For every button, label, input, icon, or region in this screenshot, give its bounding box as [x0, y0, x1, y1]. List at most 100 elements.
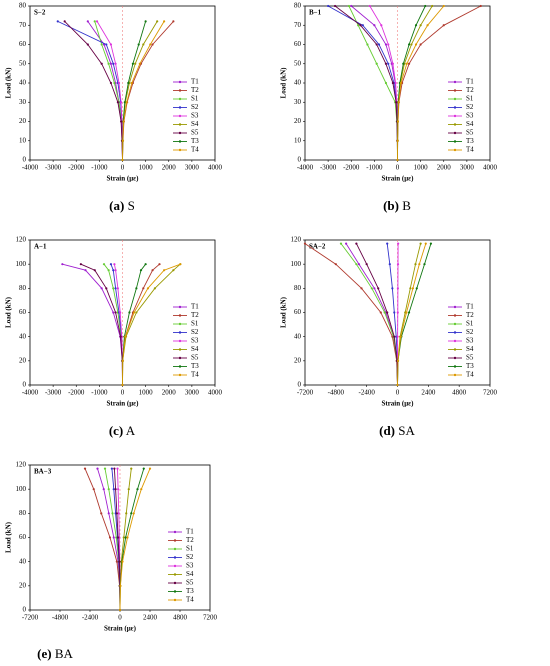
- caption-text: B: [402, 198, 411, 213]
- data-point: [149, 43, 152, 46]
- data-point: [132, 311, 136, 314]
- legend-marker: [453, 373, 457, 377]
- data-point: [395, 101, 398, 104]
- data-point: [334, 263, 337, 266]
- data-point: [114, 269, 117, 272]
- legend-label: T2: [191, 311, 199, 319]
- data-point: [105, 287, 108, 290]
- data-point: [384, 81, 388, 85]
- data-point: [419, 242, 422, 245]
- data-point: [370, 287, 373, 290]
- data-point: [115, 512, 118, 515]
- legend-marker: [453, 365, 457, 368]
- legend-label: T3: [466, 137, 474, 145]
- caption-tag: (a): [109, 198, 124, 213]
- y-tick-label: 100: [291, 260, 302, 268]
- data-point: [111, 512, 114, 515]
- y-tick-label: 40: [19, 79, 27, 87]
- subchart: -4000 -3000 -2000 -1000 0 1000 2000 3000 4000 0 10…: [280, 2, 498, 213]
- legend-marker: [453, 114, 457, 118]
- legend-marker: [178, 131, 182, 135]
- data-point: [360, 287, 363, 290]
- data-point: [148, 467, 152, 470]
- legend-marker: [173, 556, 177, 559]
- legend-marker: [453, 123, 457, 126]
- legend-marker: [173, 573, 177, 576]
- legend-marker: [453, 314, 457, 317]
- legend-label: S4: [466, 120, 474, 128]
- data-point: [92, 488, 95, 491]
- y-tick-label: 20: [19, 356, 27, 364]
- data-point: [130, 512, 133, 515]
- data-point: [361, 24, 364, 27]
- legend-label: S1: [466, 320, 474, 328]
- data-point: [112, 269, 115, 272]
- data-point: [368, 4, 371, 8]
- data-point: [117, 488, 120, 491]
- caption-tag: (b): [383, 198, 399, 213]
- data-point: [384, 43, 388, 46]
- data-point: [130, 81, 133, 85]
- data-point: [379, 311, 382, 314]
- data-point: [112, 536, 115, 539]
- data-point: [117, 81, 121, 85]
- data-point: [84, 269, 87, 272]
- data-point: [355, 242, 358, 245]
- x-tick-label: 2000: [162, 164, 177, 172]
- subchart: -7200 -4800 -2400 0 2400 4800 7200 0 20 40 60 80 100…: [280, 236, 498, 438]
- x-tick-label: 1000: [414, 164, 429, 172]
- y-tick-label: 80: [294, 284, 302, 292]
- data-point: [303, 242, 307, 245]
- data-point: [122, 536, 125, 539]
- caption: (a) S: [109, 198, 135, 213]
- data-point: [127, 81, 130, 85]
- data-point: [103, 467, 107, 470]
- subchart: -4000 -3000 -2000 -1000 0 1000 2000 3000 4000 0 20…: [5, 236, 223, 438]
- data-point: [418, 263, 421, 266]
- series-line: [122, 21, 165, 161]
- data-point: [108, 536, 112, 539]
- data-point: [83, 467, 87, 470]
- legend-marker: [453, 322, 457, 326]
- x-tick-label: -7200: [297, 389, 314, 397]
- data-point: [365, 263, 368, 266]
- legend-marker: [453, 140, 457, 143]
- data-point: [109, 81, 113, 85]
- x-tick-label: -1000: [91, 389, 108, 397]
- data-point: [100, 287, 103, 290]
- data-point: [396, 263, 400, 266]
- legend-marker: [178, 114, 182, 118]
- y-axis-label: Load (kN): [5, 521, 13, 553]
- y-axis-label: Load (kN): [5, 296, 13, 328]
- series-line: [397, 243, 422, 386]
- data-point: [424, 4, 427, 8]
- legend-label: T2: [191, 86, 199, 94]
- legend-label: S2: [191, 103, 199, 111]
- x-tick-label: 0: [396, 164, 400, 172]
- data-point: [121, 158, 124, 162]
- data-point: [86, 43, 89, 46]
- data-point: [126, 536, 129, 539]
- data-point: [396, 311, 399, 314]
- legend-label: T4: [191, 371, 199, 379]
- legend-marker: [178, 80, 182, 84]
- data-point: [431, 4, 434, 8]
- data-point: [125, 512, 128, 515]
- caption-text: SA: [398, 423, 415, 438]
- data-point: [122, 120, 125, 123]
- data-point: [110, 467, 113, 470]
- legend-marker: [453, 131, 457, 135]
- y-tick-label: 60: [19, 40, 27, 48]
- data-point: [375, 62, 378, 65]
- data-point: [414, 263, 417, 266]
- legend-label: S1: [191, 95, 199, 103]
- caption-tag: (c): [109, 423, 123, 438]
- x-tick-label: 2000: [437, 164, 452, 172]
- caption-tag: (e): [37, 646, 51, 661]
- data-point: [79, 263, 82, 266]
- x-tick-label: -2400: [358, 389, 375, 397]
- data-point: [345, 242, 348, 245]
- data-point: [396, 287, 399, 290]
- x-tick-label: 3000: [185, 389, 200, 397]
- x-tick-label: -3000: [320, 164, 337, 172]
